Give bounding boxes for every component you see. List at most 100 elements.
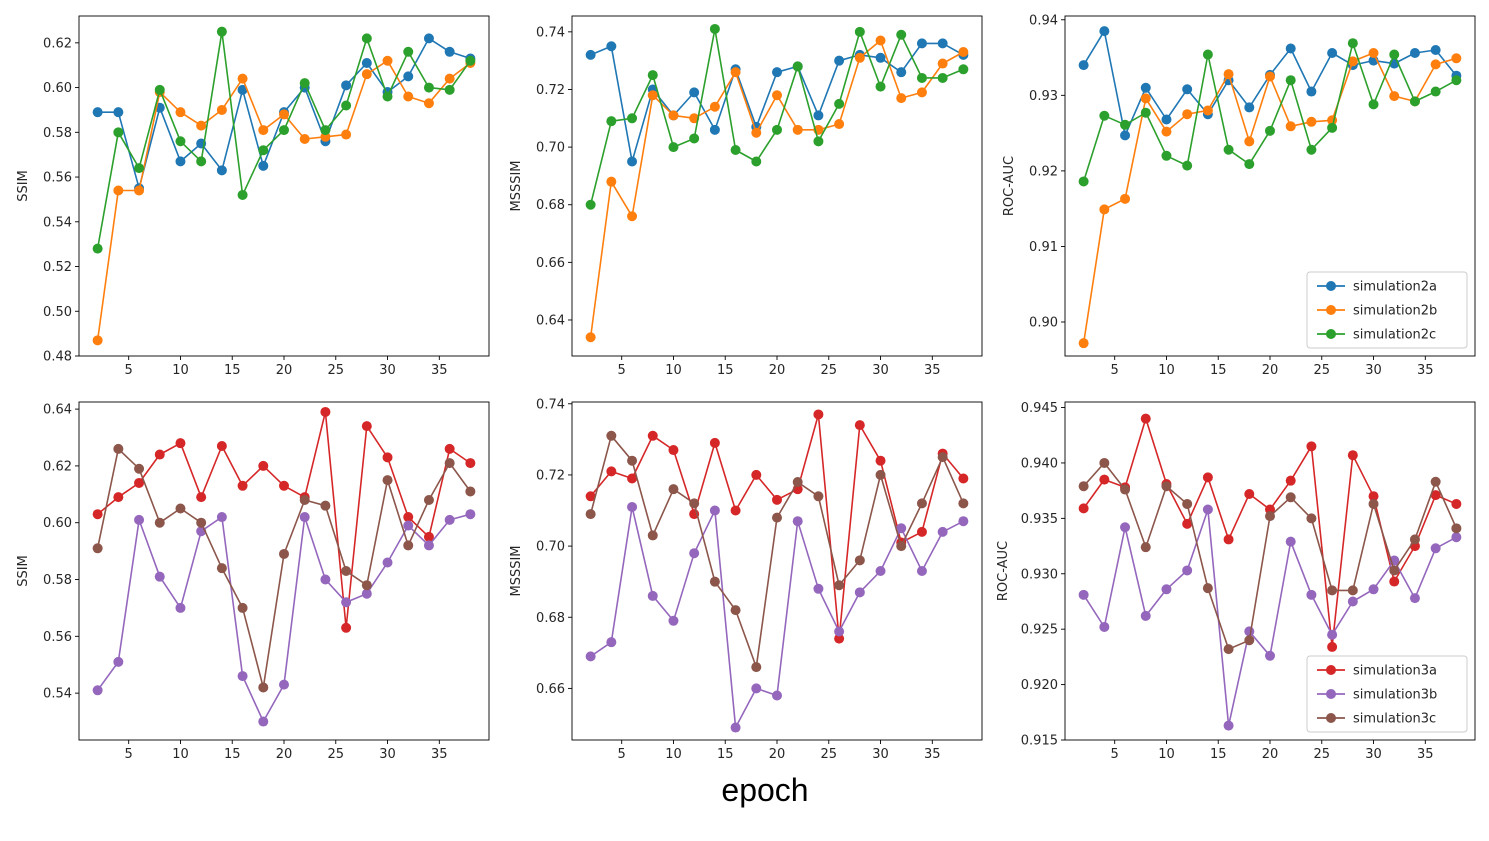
y-tick-label: 0.92 bbox=[1029, 164, 1058, 179]
legend: simulation2a simulation2b simulation2c bbox=[1306, 271, 1468, 349]
y-tick-label: 0.72 bbox=[536, 468, 565, 483]
data-point bbox=[196, 517, 207, 528]
data-point bbox=[1327, 629, 1338, 640]
data-point bbox=[237, 84, 248, 95]
y-tick-label: 0.72 bbox=[536, 83, 565, 98]
data-point bbox=[341, 80, 352, 91]
data-point bbox=[361, 580, 372, 591]
chart-panel-2: 5 10 15 20 25 30 35 0.64 0.66 0.68 0.70 0.72 0.74 MSS… bbox=[509, 15, 983, 378]
data-point bbox=[689, 498, 700, 509]
data-point bbox=[237, 480, 248, 491]
x-tick-label: 35 bbox=[431, 363, 448, 378]
data-point bbox=[1347, 56, 1358, 67]
data-point bbox=[382, 55, 393, 66]
y-tick-label: 0.90 bbox=[1029, 316, 1058, 331]
data-point bbox=[1306, 116, 1317, 127]
data-point bbox=[709, 101, 720, 112]
data-point bbox=[958, 47, 969, 58]
data-point bbox=[403, 512, 414, 523]
data-point bbox=[647, 530, 658, 541]
series-simulation3c bbox=[1078, 457, 1462, 655]
data-point bbox=[1202, 472, 1213, 483]
data-point bbox=[237, 602, 248, 613]
y-axis-label: MSSSIM bbox=[509, 545, 524, 596]
data-point bbox=[937, 452, 948, 463]
data-point bbox=[1285, 536, 1296, 547]
data-point bbox=[1430, 59, 1441, 70]
y-tick-label: 0.48 bbox=[43, 350, 72, 365]
data-point bbox=[134, 185, 145, 196]
data-point bbox=[341, 566, 352, 576]
data-point bbox=[382, 475, 393, 486]
data-point bbox=[154, 571, 165, 582]
data-point bbox=[647, 590, 658, 601]
data-point bbox=[834, 580, 845, 591]
data-point bbox=[1078, 176, 1089, 187]
data-point bbox=[668, 445, 679, 456]
data-point bbox=[1306, 441, 1317, 452]
data-point bbox=[1223, 69, 1234, 80]
x-tick-label: 25 bbox=[327, 363, 344, 378]
data-point bbox=[279, 679, 289, 690]
x-tick-label: 25 bbox=[820, 747, 837, 762]
data-point bbox=[465, 486, 476, 497]
data-point bbox=[92, 685, 103, 696]
data-point bbox=[937, 38, 948, 49]
data-point bbox=[585, 509, 596, 520]
data-point bbox=[896, 541, 907, 552]
data-point bbox=[113, 492, 124, 503]
data-point bbox=[299, 512, 310, 523]
data-point bbox=[606, 637, 617, 648]
data-point bbox=[258, 682, 269, 693]
x-tick-label: 20 bbox=[1262, 363, 1279, 378]
x-tick-label: 10 bbox=[1158, 747, 1175, 762]
series-simulation2c bbox=[1078, 38, 1462, 187]
data-point bbox=[113, 127, 124, 138]
data-point bbox=[751, 469, 762, 480]
data-point bbox=[1202, 49, 1213, 60]
series-simulation2c bbox=[92, 26, 476, 254]
data-point bbox=[237, 189, 248, 200]
data-point bbox=[1389, 565, 1400, 576]
data-point bbox=[382, 452, 393, 463]
data-point bbox=[1368, 48, 1379, 59]
data-point bbox=[1347, 596, 1358, 607]
data-point bbox=[403, 540, 414, 551]
data-point bbox=[403, 46, 414, 57]
data-point bbox=[1182, 565, 1193, 576]
chart-panel-4: 5 10 15 20 25 30 35 0.54 0.56 0.58 0.60 0.62 0.64 SSI… bbox=[16, 401, 490, 762]
x-tick-label: 15 bbox=[1210, 747, 1227, 762]
data-point bbox=[689, 548, 700, 559]
data-point bbox=[1244, 488, 1255, 499]
data-point bbox=[834, 633, 845, 644]
data-point bbox=[1140, 413, 1151, 424]
data-point bbox=[1182, 498, 1193, 509]
y-tick-label: 0.64 bbox=[43, 403, 72, 418]
data-point bbox=[1161, 126, 1172, 137]
y-tick-label: 0.68 bbox=[536, 198, 565, 213]
data-point bbox=[320, 406, 331, 417]
data-point bbox=[606, 41, 617, 52]
data-point bbox=[1140, 82, 1151, 93]
data-point bbox=[423, 540, 434, 551]
data-point bbox=[299, 494, 310, 505]
chart-panel-1: 5 10 15 20 25 30 35 0.48 0.50 0.52 0.54 0.56 0.58 0.6… bbox=[16, 15, 490, 378]
series-simulation3c bbox=[585, 430, 969, 673]
data-point bbox=[730, 144, 741, 155]
data-point bbox=[709, 437, 720, 448]
data-point bbox=[854, 555, 865, 566]
y-tick-label: 0.915 bbox=[1021, 734, 1058, 749]
data-point bbox=[113, 107, 124, 118]
y-tick-label: 0.940 bbox=[1021, 456, 1058, 471]
y-tick-label: 0.74 bbox=[536, 397, 565, 412]
data-point bbox=[444, 84, 455, 95]
data-point bbox=[1285, 475, 1296, 486]
data-point bbox=[1430, 86, 1441, 97]
data-point bbox=[1389, 91, 1400, 102]
data-point bbox=[1140, 542, 1151, 553]
data-point bbox=[792, 516, 803, 527]
data-point bbox=[1306, 589, 1317, 600]
data-point bbox=[709, 23, 720, 34]
data-point bbox=[1430, 543, 1441, 554]
data-point bbox=[875, 81, 886, 92]
